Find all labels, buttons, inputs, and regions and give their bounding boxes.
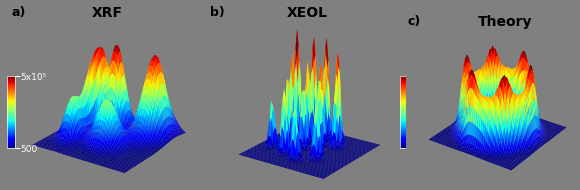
Text: a): a) — [12, 6, 26, 19]
Text: Theory: Theory — [478, 15, 532, 29]
Text: XRF: XRF — [92, 6, 123, 20]
Text: b): b) — [209, 6, 224, 19]
Text: c): c) — [408, 15, 421, 28]
Text: XEOL: XEOL — [287, 6, 328, 20]
